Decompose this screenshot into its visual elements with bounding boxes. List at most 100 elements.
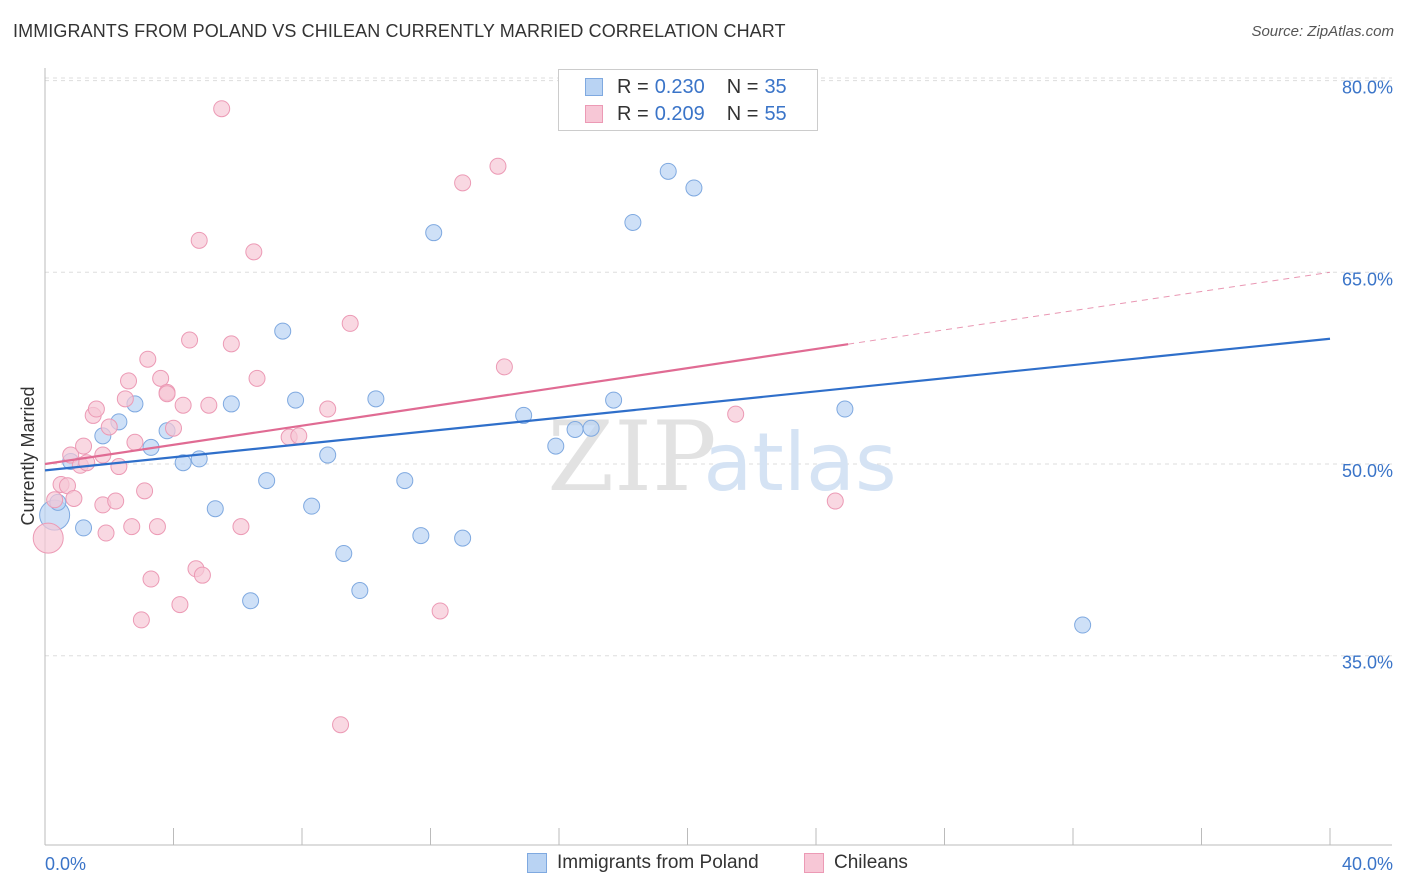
legend-row-poland: R = 0.230 N = 35 (585, 75, 787, 99)
point-poland (454, 529, 472, 547)
point-chilean (46, 491, 64, 509)
y-tick-label: 50.0% (1342, 461, 1393, 481)
gridlines (45, 77, 1392, 657)
point-chilean (110, 458, 128, 476)
point-chilean (139, 350, 157, 368)
legend-label-chileans: Chileans (834, 852, 908, 873)
point-poland (1074, 616, 1092, 634)
y-tick-label: 65.0% (1342, 269, 1393, 289)
point-chilean (174, 396, 192, 414)
correlation-legend: R = 0.230 N = 35 R = 0.209 N = 55 (558, 69, 818, 131)
point-chilean (200, 396, 218, 414)
point-chilean (120, 372, 138, 390)
point-chilean (290, 427, 308, 445)
point-poland (659, 162, 677, 180)
point-chilean (116, 390, 134, 408)
legend-n-value: 35 (764, 75, 787, 98)
point-chilean (727, 405, 745, 423)
watermark-zip: ZIP (547, 401, 716, 513)
chart-title: IMMIGRANTS FROM POLAND VS CHILEAN CURREN… (13, 21, 786, 41)
point-chilean (136, 482, 154, 500)
legend-n-value: 55 (764, 102, 787, 125)
watermark: ZIP atlas (547, 401, 896, 513)
trend-line-chileans-extrapolated (848, 271, 1331, 345)
point-chilean (495, 358, 513, 376)
point-poland (624, 213, 642, 231)
legend-n-label: N = (726, 75, 759, 98)
y-axis-label: Currently Married (18, 386, 38, 525)
point-chilean (222, 335, 240, 353)
point-poland (351, 582, 369, 600)
legend-item-chileans[interactable]: Chileans (804, 852, 908, 874)
legend-r-label: R = (617, 102, 649, 125)
point-chilean (126, 433, 144, 451)
point-poland (582, 419, 600, 437)
legend-r-label: R = (617, 75, 649, 98)
point-poland (75, 519, 93, 537)
series-legend: Immigrants from Poland Chileans (0, 852, 1406, 876)
point-chilean (132, 611, 150, 629)
legend-swatch-blue (585, 78, 603, 96)
y-tick-label: 35.0% (1342, 653, 1393, 673)
point-poland (274, 322, 292, 340)
point-poland (515, 406, 533, 424)
point-chilean (107, 492, 125, 510)
point-poland (335, 544, 353, 562)
legend-r-value: 0.230 (654, 75, 705, 98)
point-chilean (87, 400, 105, 418)
point-chilean (75, 437, 93, 455)
point-poland (685, 179, 703, 197)
point-chilean (100, 418, 118, 436)
point-chilean (97, 524, 115, 542)
source-credit: Source: ZipAtlas.com (1251, 23, 1394, 40)
legend-swatch-pink (585, 105, 603, 123)
point-chilean (431, 602, 449, 620)
legend-label-poland: Immigrants from Poland (557, 852, 759, 873)
point-poland (367, 390, 385, 408)
point-poland (605, 391, 623, 409)
point-chilean (245, 243, 263, 261)
point-chilean (142, 570, 160, 588)
y-tick-label: 80.0% (1342, 78, 1393, 98)
legend-item-poland[interactable]: Immigrants from Poland (527, 852, 759, 874)
point-poland (396, 472, 414, 490)
point-chilean (171, 596, 189, 614)
point-chilean (148, 518, 166, 536)
point-chilean (181, 331, 199, 349)
point-poland (319, 446, 337, 464)
point-chilean (489, 157, 507, 175)
point-poland (258, 472, 276, 490)
point-poland (412, 527, 430, 545)
point-poland (836, 400, 854, 418)
point-chilean (193, 566, 211, 584)
axes (44, 68, 1392, 846)
point-chilean (319, 400, 337, 418)
watermark-atlas: atlas (703, 416, 896, 509)
point-chilean (332, 716, 350, 734)
point-chilean (190, 231, 208, 249)
point-poland (566, 420, 584, 438)
x-tick-label: 0.0% (45, 854, 86, 874)
trend-line-chileans (44, 343, 849, 466)
legend-r-value: 0.209 (654, 102, 705, 125)
point-chilean (248, 369, 266, 387)
point-poland (547, 437, 565, 455)
point-poland (222, 395, 240, 413)
point-chilean (152, 369, 170, 387)
point-chilean (826, 492, 844, 510)
point-poland (425, 224, 443, 242)
point-poland (174, 454, 192, 472)
point-chilean (32, 522, 64, 554)
point-chilean (454, 174, 472, 192)
point-chilean (232, 518, 250, 536)
point-poland (242, 592, 260, 610)
point-chilean (341, 314, 359, 332)
legend-row-chileans: R = 0.209 N = 55 (585, 102, 787, 126)
trend-line-poland (44, 337, 1331, 472)
point-chilean (65, 490, 83, 508)
point-poland (303, 497, 321, 515)
x-tick-label: 40.0% (1342, 854, 1393, 874)
point-chilean (165, 419, 182, 437)
trend-lines (44, 271, 1331, 472)
